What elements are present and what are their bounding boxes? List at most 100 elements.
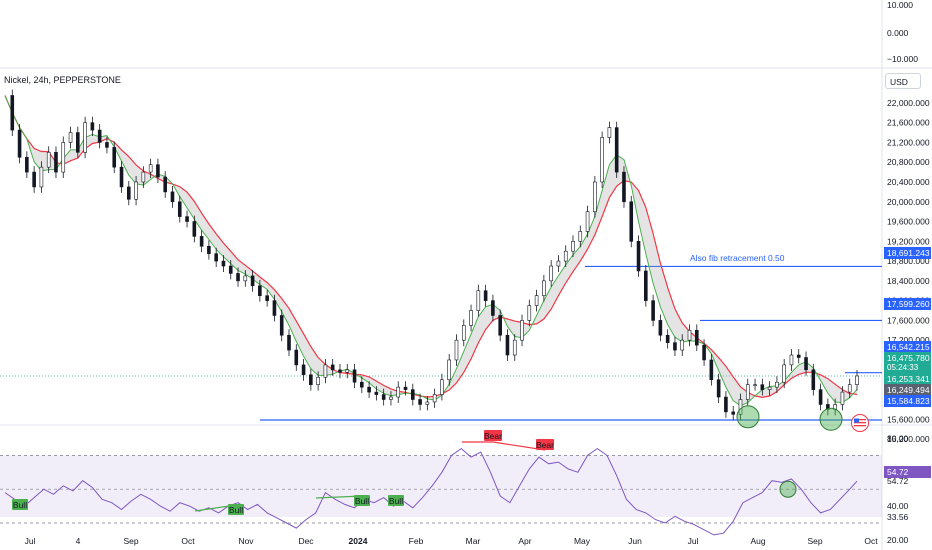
candle-body: [105, 142, 108, 147]
candle-body: [353, 370, 356, 382]
candle-body: [593, 182, 596, 212]
price-tick-label: 21,200.000: [887, 137, 930, 147]
time-tick-label: Nov: [238, 536, 254, 546]
bear-label: Bear: [536, 440, 554, 450]
time-tick-label: Sep: [807, 536, 822, 546]
upper-pane-tick: 10.000: [887, 0, 913, 10]
candle-body: [572, 241, 575, 251]
candle-body: [11, 95, 14, 130]
bear-label: Bear: [484, 431, 502, 441]
ma-fast-line: [5, 96, 857, 406]
candle-body: [389, 397, 392, 399]
candle-body: [324, 365, 327, 377]
candle-body: [812, 370, 815, 390]
candle-body: [557, 261, 560, 266]
time-tick-label: 2024: [349, 536, 368, 546]
candle-body: [637, 241, 640, 271]
countdown-tag: 05:24:33: [884, 363, 931, 373]
candle-body: [331, 365, 334, 370]
price-tick-label: 19,200.000: [887, 236, 930, 246]
candle-body: [244, 276, 247, 281]
candle-body: [652, 301, 655, 321]
candle-body: [695, 330, 698, 345]
candle-body: [470, 311, 473, 326]
candle-body: [528, 306, 531, 321]
candle-body: [564, 251, 567, 261]
time-tick-label: Apr: [518, 536, 531, 546]
rsi-circled-marker: [780, 481, 796, 497]
candle-body: [280, 315, 283, 335]
candle-body: [462, 325, 465, 340]
price-tick-label: 22,000.000: [887, 98, 930, 108]
candle-body: [630, 202, 633, 242]
candle-body: [193, 222, 196, 237]
candle-body: [644, 271, 647, 301]
candle-body: [477, 291, 480, 311]
price-tick-label: 21,600.000: [887, 118, 930, 128]
candle-body: [797, 355, 800, 357]
candle-body: [98, 130, 101, 142]
candle-body: [419, 400, 422, 405]
candle-body: [338, 370, 341, 372]
candle-body: [448, 360, 451, 380]
candle-body: [222, 261, 225, 266]
candle-body: [251, 276, 254, 286]
candle-body: [229, 266, 232, 273]
candle-body: [273, 301, 276, 316]
us-flag-icon[interactable]: [851, 414, 869, 432]
candle-body: [666, 335, 669, 342]
candle-body: [775, 382, 778, 387]
candle-body: [659, 320, 662, 335]
candle-body: [91, 123, 94, 130]
candle-body: [258, 286, 261, 296]
candle-body: [688, 330, 691, 340]
candle-body: [237, 273, 240, 280]
candle-body: [135, 182, 138, 199]
candle-body: [40, 167, 43, 187]
candle-body: [215, 254, 218, 261]
candle-body: [207, 246, 210, 253]
upper-pane-tick: −10.000: [887, 54, 918, 64]
time-tick-label: Mar: [466, 536, 481, 546]
candle-body: [18, 130, 21, 157]
candle-body: [127, 187, 130, 199]
price-tick-label: 20,800.000: [887, 157, 930, 167]
candle-body: [266, 296, 269, 301]
candle-body: [761, 385, 764, 390]
price-tick-label: 17,600.000: [887, 315, 930, 325]
rsi-value-tag: 54.72: [884, 466, 931, 478]
upper-pane-tick: 0.000: [887, 28, 909, 38]
price-tick-label: 20,400.000: [887, 177, 930, 187]
time-tick-label: Oct: [181, 536, 195, 546]
time-tick-label: Jul: [688, 536, 699, 546]
price-tick-label: 18,400.000: [887, 276, 930, 286]
candle-body: [120, 167, 123, 187]
candle-body: [673, 343, 676, 350]
candle-body: [375, 392, 378, 394]
time-tick-label: Jun: [628, 536, 642, 546]
bull-label: Bull: [229, 505, 243, 515]
price-tick-label: 20,000.000: [887, 197, 930, 207]
candle-body: [186, 217, 189, 222]
currency-selector[interactable]: USD: [885, 73, 921, 89]
candle-body: [579, 231, 582, 241]
candle-body: [76, 133, 79, 153]
candle-body: [295, 350, 298, 365]
candle-body: [113, 147, 116, 167]
bull-label: Bull: [355, 496, 369, 506]
time-tick-label: May: [574, 536, 591, 546]
candle-body: [783, 365, 786, 382]
candle-body: [768, 387, 771, 389]
candle-body: [309, 375, 312, 385]
candle-body: [484, 291, 487, 301]
candle-body: [149, 165, 152, 172]
candle-body: [382, 395, 385, 400]
candle-body: [542, 281, 545, 296]
candle-body: [84, 123, 87, 153]
candle-body: [622, 172, 625, 202]
candle-body: [608, 128, 611, 138]
candle-body: [397, 387, 400, 397]
rsi-tick-label: 33.56: [887, 512, 909, 522]
